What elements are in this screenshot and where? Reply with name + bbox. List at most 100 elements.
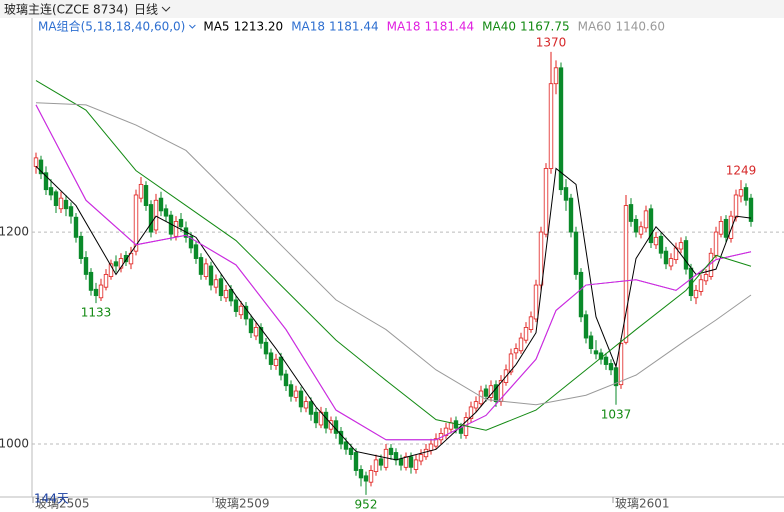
y-tick-label: 1200: [0, 225, 29, 239]
candle-body: [608, 363, 614, 371]
candle-body: [63, 199, 69, 210]
extreme-label: 1249: [726, 164, 757, 178]
candle-body: [743, 187, 749, 201]
candle-body: [583, 314, 589, 339]
candle-body: [563, 187, 569, 201]
candle-body: [498, 380, 504, 403]
candle-body: [723, 218, 729, 238]
candle-body: [198, 257, 204, 275]
candle-body: [278, 356, 284, 376]
candle-body: [473, 401, 479, 409]
candle-body: [738, 189, 744, 197]
candle-body: [268, 352, 274, 365]
candle-body: [388, 447, 394, 456]
legend: MA组合(5,18,18,40,60,0): [38, 19, 185, 34]
legend-caret[interactable]: [189, 24, 196, 29]
candle-body: [688, 267, 694, 297]
candle-body: [638, 226, 644, 235]
candle-body: [78, 235, 84, 259]
legend-name: MA60: [578, 20, 612, 34]
period-caret[interactable]: [161, 6, 171, 12]
candle-body: [748, 197, 754, 222]
candle-body: [68, 206, 74, 217]
candle-body: [243, 305, 249, 320]
candle-body: [508, 353, 514, 373]
candle-body: [353, 452, 359, 471]
x-tick-label: 玻璃2601: [615, 497, 670, 511]
candle-body: [408, 456, 414, 468]
candle-body: [148, 204, 154, 233]
candle-body: [378, 458, 384, 466]
candle-body: [548, 83, 554, 169]
candle-body: [423, 448, 429, 458]
candle-body: [248, 318, 254, 334]
candle-body: [343, 441, 349, 450]
candle-body: [118, 258, 124, 269]
legend-title[interactable]: MA组合(5,18,18,40,60,0): [38, 19, 185, 34]
candle-body: [648, 208, 654, 244]
candle-body: [363, 475, 369, 482]
candle-body: [83, 257, 89, 275]
candle-body: [523, 327, 529, 341]
candle-body: [113, 261, 119, 267]
candle-body: [308, 401, 314, 415]
y-tick-label: 1000: [0, 437, 29, 451]
candle-body: [713, 231, 719, 256]
candle-body: [418, 454, 424, 462]
header-bar: [0, 0, 784, 18]
ma-line: [35, 102, 752, 406]
candle-body: [43, 172, 49, 191]
candle-body: [123, 254, 129, 263]
candle-body: [103, 274, 109, 288]
candle-body: [653, 236, 659, 246]
candle-body: [513, 348, 519, 354]
candle-body: [293, 390, 299, 398]
period[interactable]: 日线: [134, 3, 158, 17]
legend-value: 1140.60: [615, 20, 665, 34]
candle-body: [443, 427, 449, 436]
ma-line: [35, 80, 752, 431]
candle-body: [728, 215, 734, 239]
x-tick-label: 玻璃2509: [215, 497, 270, 511]
candle-body: [93, 288, 99, 297]
candle-body: [678, 242, 684, 250]
extreme-label: 952: [355, 497, 378, 511]
candle-body: [143, 185, 149, 206]
candle-body: [193, 244, 199, 259]
candle-body: [153, 199, 159, 231]
candle-body: [203, 263, 209, 277]
candle-body: [258, 327, 264, 344]
candle-body: [348, 447, 354, 456]
candle-body: [253, 327, 259, 337]
candle-body: [48, 187, 54, 196]
candle-body: [73, 216, 79, 238]
candle-body: [683, 240, 689, 270]
candle-body: [288, 384, 294, 397]
candle-body: [228, 288, 234, 302]
candle-body: [628, 204, 634, 222]
candle-body: [108, 263, 114, 277]
extreme-label: 1037: [601, 407, 632, 421]
candle-body: [358, 469, 364, 479]
candle-body: [483, 388, 489, 397]
candle-body: [448, 422, 454, 430]
candle-body: [533, 284, 539, 320]
candle-body: [163, 208, 169, 217]
candle-body: [178, 218, 184, 228]
ma-line: [35, 104, 752, 441]
candle-body: [553, 67, 559, 85]
candle-body: [543, 168, 549, 235]
symbol[interactable]: 玻璃主连(CZCE 8734): [4, 2, 128, 17]
candle-body: [558, 67, 564, 191]
legend-value: 1167.75: [520, 20, 570, 34]
candle-body: [283, 373, 289, 387]
candle-body: [263, 341, 269, 355]
candle-body: [573, 231, 579, 275]
candle-body: [218, 278, 224, 297]
candle-body: [398, 458, 404, 466]
candle-body: [33, 157, 39, 167]
candle-body: [433, 438, 439, 447]
legend-name: MA5: [203, 20, 229, 34]
candle-body: [693, 289, 699, 299]
candle-body: [528, 316, 534, 330]
